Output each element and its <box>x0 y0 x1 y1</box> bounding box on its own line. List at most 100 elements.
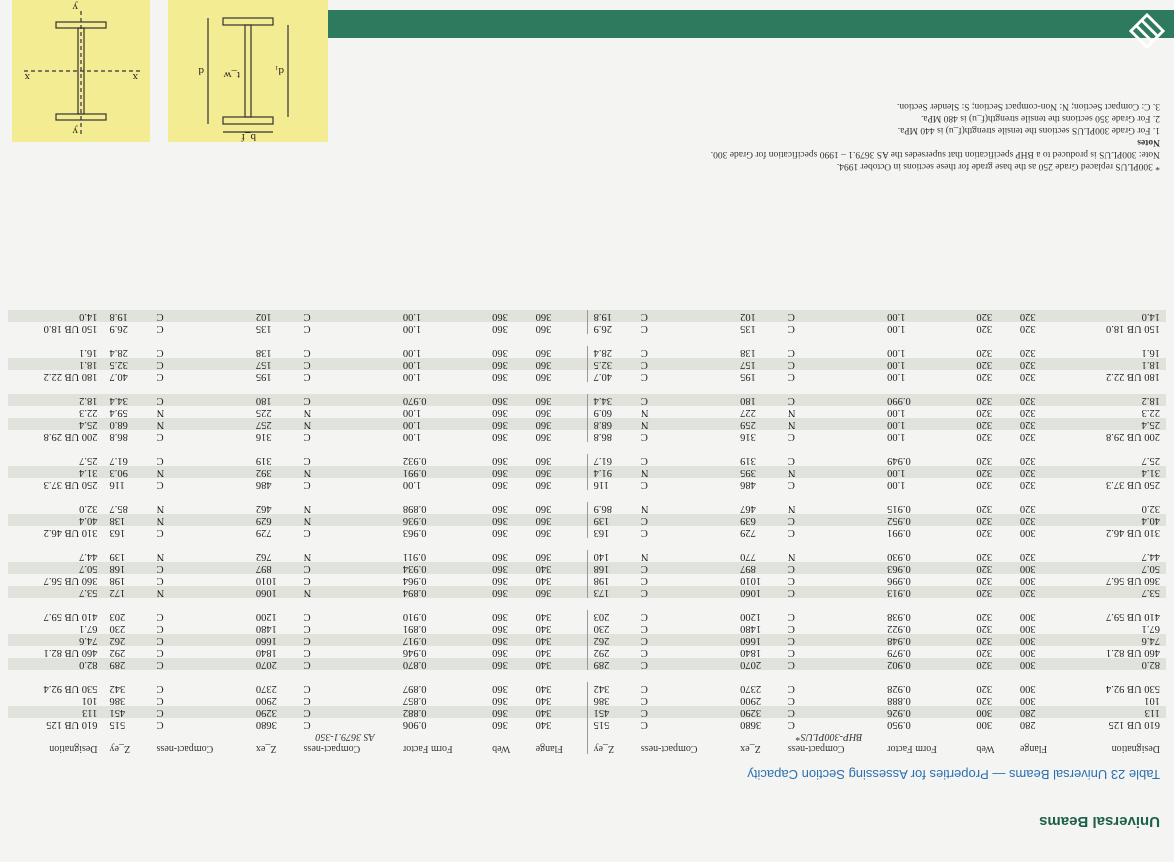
table-cell: 0.948 <box>881 634 971 646</box>
table-header-row: Designation Flange Web Form Factor Compa… <box>8 742 1166 754</box>
axes-diagram: x x y y <box>12 0 150 142</box>
table-cell: 897 <box>249 562 298 574</box>
table-row: 53.7 320 320 0.913 C 1060 C 173 360 360 0.894 N 1060… <box>8 586 1166 598</box>
section-dimensions-diagram: d d₁ b_f t_w <box>168 0 328 143</box>
table-cell: 360 <box>486 466 530 478</box>
col-kf-2: Form Factor <box>402 743 453 754</box>
table-cell: C <box>634 358 735 370</box>
table-row: 150 UB 18.0 320 320 1.00 C 135 C 26.9 360 360 1.00… <box>8 322 1166 334</box>
table-row: 40.4 320 320 0.952 C 639 C 139 360 360 0.936 N 629 N 1… <box>8 514 1166 526</box>
i-beam-dimensions-icon: d d₁ b_f t_w <box>198 17 289 143</box>
table-cell: C <box>787 575 795 586</box>
col-fy-flange: Flange <box>1019 743 1048 754</box>
table-cell: C <box>150 634 250 646</box>
table-cell: 320 <box>1019 503 1036 514</box>
table-cell: 203 <box>109 611 126 622</box>
table-cell: 340 <box>529 622 588 634</box>
svg-text:t_w: t_w <box>223 69 240 81</box>
table-cell: 0.888 <box>887 695 911 706</box>
table-cell: 360 <box>492 623 508 634</box>
table-cell: 360 <box>492 527 508 538</box>
col-fy-flange-2: Flange <box>529 742 588 754</box>
table-cell: 360 UB 56.7 <box>1106 575 1160 586</box>
table-cell: C <box>787 695 795 706</box>
table-cell: C <box>303 647 311 658</box>
table-cell: 1.00 <box>881 466 971 478</box>
table-cell: 140 <box>593 551 610 562</box>
table-cell: 0.932 <box>402 455 427 466</box>
table-cell: 139 <box>587 514 635 526</box>
table-cell: 320 <box>976 479 993 490</box>
table-cell: 32.5 <box>587 358 635 370</box>
table-row: 25.4 320 320 1.00 N 259 N 68.8 360 360 1.00 N 257 N 68… <box>8 418 1166 430</box>
table-cell: 340 <box>529 694 588 706</box>
table-cell: 515 <box>109 719 126 730</box>
table-cell: C <box>156 695 164 706</box>
group-separator <box>8 334 1166 346</box>
table-cell: C <box>640 695 648 706</box>
table-cell: 0.906 <box>402 719 427 730</box>
table-cell: 19.8 <box>103 310 151 322</box>
table-cell: 1.00 <box>402 431 422 442</box>
table-cell: C <box>787 479 795 490</box>
table-cell: 198 <box>109 575 126 586</box>
table-cell: C <box>303 683 311 694</box>
table-cell: C <box>781 358 882 370</box>
group-separator <box>8 538 1166 550</box>
table-cell: C <box>787 647 795 658</box>
svg-text:x: x <box>24 71 30 83</box>
table-cell: 168 <box>103 562 151 574</box>
table-cell: 0.857 <box>402 695 427 706</box>
table-cell: 101 <box>81 695 98 706</box>
i-beam-axes-icon: x x y y <box>22 1 140 137</box>
table-cell: C <box>787 431 795 442</box>
table-row: 31.4 320 320 1.00 N 395 N 91.4 360 360 0.991 N 392 N 9… <box>8 466 1166 478</box>
table-cell: 316 <box>740 431 756 442</box>
table-row: 18.2 320 320 0.990 C 180 C 34.4 360 360 0.970 C 180 C… <box>8 394 1166 406</box>
table-row: 410 UB 59.7 300 320 0.938 C 1200 C 203 340 360 0.9… <box>8 610 1166 622</box>
table-cell: 0.911 <box>402 551 427 562</box>
table-cell: 195 <box>255 371 272 382</box>
table-cell: 360 <box>529 502 588 514</box>
table-cell: C <box>640 323 648 334</box>
table-cell: 135 <box>740 323 756 334</box>
table-cell: N <box>303 551 312 562</box>
table-cell: 26.9 <box>109 323 128 334</box>
table-cell: 1010 <box>740 575 762 586</box>
table-cell: 320 <box>970 658 1014 670</box>
table-cell: 342 <box>109 683 126 694</box>
table-cell: 1660 <box>734 634 782 646</box>
table-cell: 530 UB 92.4 <box>43 683 98 694</box>
table-cell: 320 <box>976 503 993 514</box>
table-cell: 467 <box>740 503 756 514</box>
table-cell: 360 UB 56.7 <box>43 575 98 586</box>
table-cell: 360 <box>492 347 508 358</box>
table-cell: 32.0 <box>79 503 98 514</box>
table-cell: C <box>640 611 648 622</box>
table-cell: 1060 <box>734 586 782 598</box>
table-row: 250 UB 37.3 320 320 1.00 C 486 C 116 360 360 1.00 C… <box>8 478 1166 490</box>
table-cell: 74.6 <box>8 634 104 646</box>
table-cell: 360 <box>486 706 530 718</box>
col-y-compact: Compact-ness <box>640 743 698 754</box>
table-cell: 91.4 <box>587 466 635 478</box>
table-cell: 319 <box>255 455 272 466</box>
table-row: 530 UB 92.4 300 320 0.928 C 2370 C 342 340 360 0.8… <box>8 682 1166 694</box>
table-cell: 1.00 <box>396 310 487 322</box>
footnote: * 300PLUS replaced Grade 250 as the base… <box>836 161 1160 171</box>
table-row: 180 UB 22.2 320 320 1.00 C 195 C 40.7 360 360 1.00… <box>8 370 1166 382</box>
table-cell: C <box>303 527 311 538</box>
table-cell: 59.4 <box>109 407 128 418</box>
table-row: 18.1 320 320 1.00 C 157 C 32.5 360 360 1.00 C 157 C 32… <box>8 358 1166 370</box>
table-cell: 2070 <box>249 658 298 670</box>
table-cell: 0.963 <box>402 527 427 538</box>
table-cell: 1660 <box>249 634 298 646</box>
table-cell: 116 <box>593 479 609 490</box>
table-cell: 762 <box>255 551 272 562</box>
group-separator <box>8 670 1166 682</box>
table-cell: N <box>150 586 250 598</box>
table-cell: 0.936 <box>396 514 487 526</box>
table-cell: 2900 <box>255 695 277 706</box>
table-cell: C <box>634 514 735 526</box>
